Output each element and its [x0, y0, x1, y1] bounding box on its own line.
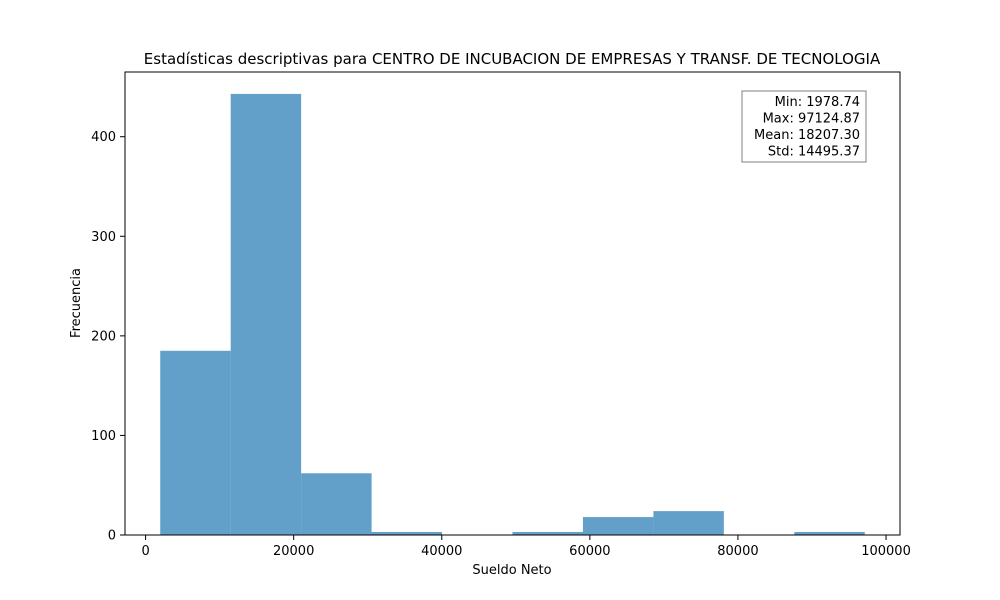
- x-axis-ticks: 0 20000 40000 60000 80000 100000: [141, 535, 911, 559]
- x-tick-label: 0: [141, 544, 149, 559]
- x-axis-label: Sueldo Neto: [472, 563, 551, 578]
- histogram-bar-0: [160, 350, 231, 535]
- stats-line: Mean: 18207.30: [754, 128, 860, 143]
- x-tick-label: 100000: [861, 544, 911, 559]
- y-tick-label: 200: [91, 329, 116, 344]
- y-tick-label: 100: [91, 429, 116, 444]
- y-tick-label: 300: [91, 230, 116, 245]
- x-tick-label: 60000: [569, 544, 610, 559]
- stats-box-frame: [741, 90, 867, 163]
- plot-area-frame: [124, 71, 901, 536]
- stats-line: Min: 1978.74: [775, 95, 860, 110]
- bars-group: [160, 93, 865, 536]
- y-axis-ticks: 0 100 200 300 400: [91, 130, 125, 544]
- histogram-bar-2: [301, 473, 372, 535]
- histogram-bar-3: [371, 532, 443, 535]
- histogram-bar-5: [512, 532, 583, 535]
- histogram-bar-6: [582, 517, 654, 535]
- histogram-bar-9: [794, 532, 865, 535]
- x-tick-label: 20000: [273, 544, 314, 559]
- y-axis-label: Frecuencia: [69, 268, 84, 338]
- histogram-bar-7: [653, 511, 724, 535]
- chart-title: Estadísticas descriptivas para CENTRO DE…: [144, 50, 881, 68]
- x-tick-label: 40000: [421, 544, 462, 559]
- stats-line: Max: 97124.87: [763, 112, 860, 127]
- y-tick-label: 0: [108, 529, 116, 544]
- histogram-bar-1: [230, 93, 302, 536]
- stats-line: Std: 14495.37: [768, 145, 860, 160]
- x-tick-label: 80000: [717, 544, 758, 559]
- y-tick-label: 400: [91, 130, 116, 145]
